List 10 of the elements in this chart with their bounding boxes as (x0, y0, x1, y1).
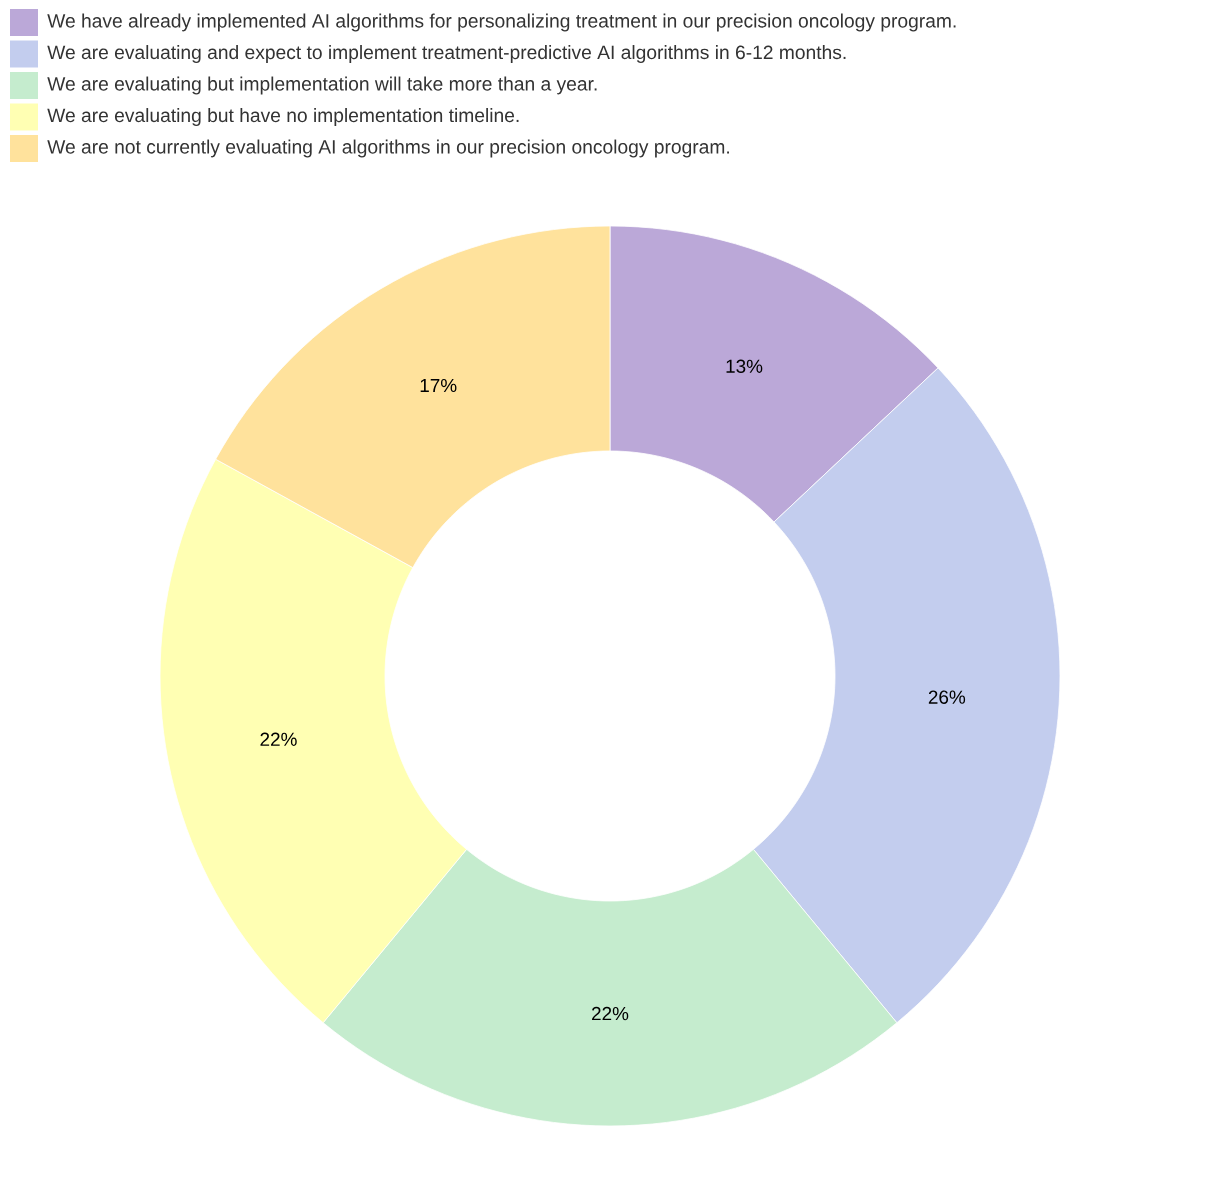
legend-label: We are evaluating but have no implementation timeline. (47, 108, 519, 126)
legend-label: We are evaluating but implementation will take more than a year. (47, 76, 597, 95)
data-label: 13% (726, 359, 763, 373)
data-label: 26% (928, 690, 966, 704)
data-label: 17% (420, 378, 457, 393)
legend-label: We are not currently evaluating AI algorithms in our precision oncology program. (47, 139, 729, 158)
legend-label: We are evaluating and expect to implement treatment-predictive AI algorithms in 6-12 months. (47, 45, 846, 63)
legend-label: We have already implemented AI algorithms for personalizing treatment in our precision oncology program. (47, 13, 956, 32)
data-label: 22% (260, 732, 297, 746)
data-label: 22% (592, 1006, 629, 1021)
